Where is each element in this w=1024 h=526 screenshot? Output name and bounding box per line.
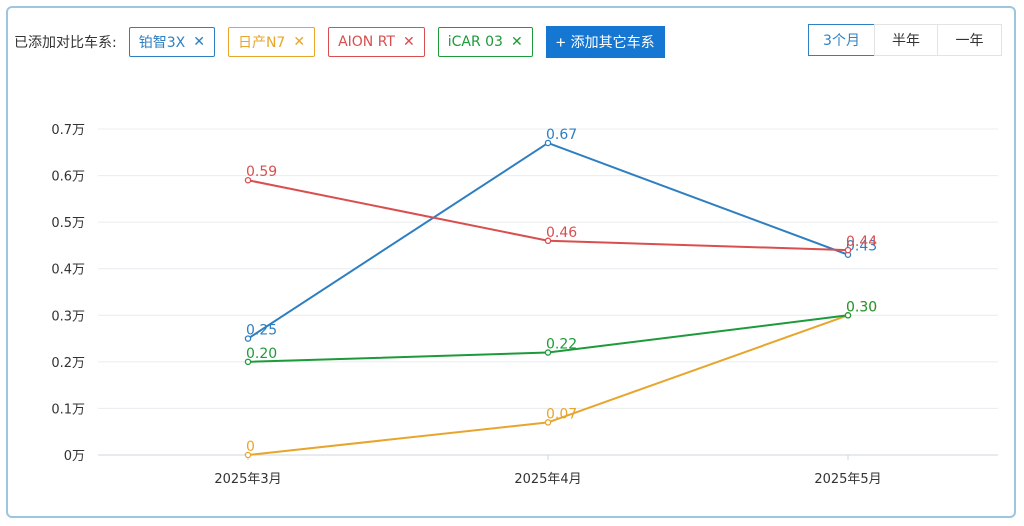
data-point [544,349,552,356]
time-range-selector: 3个月 半年 一年 [808,24,1002,56]
data-label: 0.07 [546,406,577,422]
data-label: 0.22 [546,337,577,353]
add-series-label: 添加其它车系 [570,34,655,50]
x-tick-label: 2025年3月 [214,472,281,487]
data-label: 0.44 [846,234,877,250]
remove-icon[interactable]: ✕ [193,34,205,50]
data-point [244,335,252,342]
range-half-year[interactable]: 半年 [874,24,938,56]
plus-icon: + [555,32,566,52]
series-chip[interactable]: AION RT ✕ [328,27,425,57]
add-series-button[interactable]: + 添加其它车系 [545,26,665,58]
y-tick-label: 0.4万 [51,263,85,278]
chart-panel [6,6,1016,518]
series-chip[interactable]: iCAR 03 ✕ [437,27,533,57]
y-tick-label: 0.7万 [51,123,85,138]
data-label: 0.25 [246,323,277,339]
data-label: 0.20 [246,346,277,362]
range-one-year[interactable]: 一年 [937,24,1002,56]
remove-icon[interactable]: ✕ [293,34,306,50]
remove-icon[interactable]: ✕ [403,34,415,50]
data-point [544,237,552,245]
x-tick-label: 2025年5月 [814,472,881,487]
y-tick-label: 0.3万 [51,309,85,324]
range-3-months[interactable]: 3个月 [808,24,875,56]
y-tick-label: 0.2万 [51,356,85,371]
data-label: 0.67 [546,127,577,143]
series-chip-label: iCAR 03 [447,34,503,50]
series-chip-label: AION RT [338,34,395,50]
data-point [244,358,252,366]
compare-label: 已添加对比车系: [14,35,117,51]
data-point [244,176,252,184]
series-chip-label: 日产N7 [237,35,286,51]
x-tick-label: 2025年4月 [514,472,581,487]
data-label: 0.43 [846,239,877,255]
data-point [544,419,552,426]
data-label: 0.46 [546,225,577,241]
data-point [544,139,552,147]
data-point [244,451,252,459]
data-point [844,246,852,254]
data-point [844,312,852,319]
data-label: 0 [246,439,255,455]
y-tick-label: 0.5万 [51,216,85,231]
series-chip-label: 铂智3X [138,35,186,51]
data-label: 0.59 [246,164,277,180]
y-tick-label: 0.6万 [51,170,85,185]
data-label: 0.30 [846,299,877,315]
y-tick-label: 0.1万 [51,402,85,417]
series-chip[interactable]: 铂智3X ✕ [128,27,215,57]
series-chip[interactable]: 日产N7 ✕ [227,27,316,57]
chip-list: 铂智3X ✕ 日产N7 ✕ AION RT ✕ iCAR 03 ✕ [128,27,546,57]
remove-icon[interactable]: ✕ [510,34,523,50]
compare-toolbar: 已添加对比车系: 铂智3X ✕ 日产N7 ✕ AION RT ✕ iCAR 03 ✕ + 添加… [14,26,665,58]
data-label: 0.30 [846,299,877,315]
y-tick-label: 0万 [64,449,85,464]
